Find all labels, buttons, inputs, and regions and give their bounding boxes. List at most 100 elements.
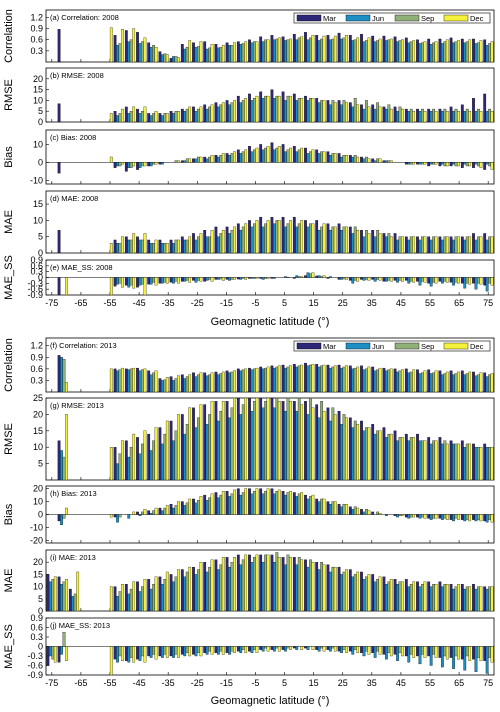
bar-mar bbox=[382, 576, 386, 611]
bar-sep bbox=[118, 277, 122, 284]
bar-mar bbox=[57, 277, 61, 295]
bar-sep bbox=[432, 646, 436, 655]
bar-jun bbox=[351, 368, 355, 392]
bar-sep bbox=[376, 158, 380, 163]
bar-jun bbox=[272, 98, 276, 122]
bar-dec bbox=[199, 372, 203, 392]
bar-sep bbox=[197, 417, 200, 480]
bar-mar bbox=[472, 371, 475, 392]
bar-sep bbox=[376, 646, 380, 652]
bar-dec bbox=[188, 374, 192, 392]
bar-mar bbox=[404, 433, 408, 480]
bar-sep bbox=[421, 236, 424, 253]
bar-mar bbox=[203, 277, 207, 282]
bar-jun bbox=[474, 375, 478, 392]
bar-jun bbox=[474, 277, 478, 290]
bar-sep bbox=[129, 447, 133, 480]
legend-swatch-sep bbox=[394, 342, 420, 350]
bar-jun bbox=[418, 43, 422, 62]
bar-sep bbox=[376, 369, 380, 392]
bar-sep bbox=[454, 586, 458, 611]
bar-jun bbox=[373, 646, 377, 658]
bar-jun bbox=[261, 98, 265, 122]
bar-dec bbox=[210, 44, 214, 62]
bar-jun bbox=[418, 440, 422, 480]
x-tick-label: 75 bbox=[483, 678, 493, 688]
bar-dec bbox=[322, 410, 326, 480]
bar-mar bbox=[315, 364, 319, 392]
bar-jun bbox=[138, 591, 142, 611]
bar-mar bbox=[304, 401, 307, 480]
x-tick-label: 25 bbox=[338, 298, 348, 308]
bar-dec bbox=[132, 28, 136, 62]
bar-jun bbox=[429, 239, 433, 253]
bar-jun bbox=[194, 277, 198, 283]
bar-dec bbox=[132, 646, 136, 663]
bar-dec bbox=[132, 581, 136, 611]
y-tick-label: 25 bbox=[33, 393, 43, 403]
bar-dec bbox=[233, 398, 236, 480]
bar-sep bbox=[129, 111, 133, 122]
x-tick-label: -55 bbox=[103, 678, 116, 688]
bar-mar bbox=[360, 571, 363, 611]
bar-jun bbox=[418, 162, 422, 165]
x-tick-label: 65 bbox=[454, 298, 464, 308]
bar-jun bbox=[194, 46, 198, 62]
bar-mar bbox=[304, 32, 307, 62]
bar-dec bbox=[143, 106, 147, 122]
legend-swatch-dec bbox=[443, 14, 469, 22]
bar-mar bbox=[281, 401, 285, 480]
bar-dec bbox=[165, 277, 169, 284]
bar-mar bbox=[315, 149, 319, 163]
bar-mar bbox=[180, 569, 184, 611]
x-tick-label: -5 bbox=[251, 298, 259, 308]
bar-mar bbox=[124, 440, 128, 480]
bar-mar bbox=[460, 236, 464, 253]
bar-mar bbox=[136, 277, 139, 288]
bar-mar bbox=[180, 277, 184, 282]
bar-mar bbox=[427, 369, 431, 392]
bar-sep bbox=[118, 514, 122, 518]
bar-dec bbox=[221, 102, 225, 122]
legend-label-sep: Sep bbox=[421, 14, 434, 23]
bar-jun bbox=[116, 45, 119, 62]
bar-dec bbox=[143, 579, 147, 611]
bar-dec bbox=[434, 41, 438, 62]
bar-mar bbox=[472, 277, 475, 284]
bar-dec bbox=[121, 646, 124, 661]
bar-sep bbox=[62, 632, 66, 647]
bar-jun bbox=[295, 275, 299, 278]
bar-jun bbox=[183, 646, 187, 657]
bar-dec bbox=[333, 414, 337, 480]
bar-dec bbox=[445, 371, 449, 392]
bar-jun bbox=[463, 42, 467, 62]
bar-sep bbox=[219, 104, 223, 122]
bar-jun bbox=[284, 276, 287, 278]
x-tick-label: -35 bbox=[162, 298, 175, 308]
bar-dec bbox=[434, 370, 438, 392]
bar-dec bbox=[367, 574, 371, 611]
bar-jun bbox=[340, 574, 343, 611]
bar-jun bbox=[272, 367, 276, 392]
bar-mar bbox=[382, 35, 386, 62]
bar-mar bbox=[416, 277, 419, 282]
bar-mar bbox=[147, 579, 151, 611]
bar-jun bbox=[373, 108, 377, 122]
panel-label: (d) MAE: 2008 bbox=[50, 194, 98, 203]
bar-dec bbox=[445, 443, 449, 480]
bar-jun bbox=[250, 226, 254, 253]
bar-jun bbox=[205, 424, 209, 480]
bar-dec bbox=[221, 401, 225, 480]
bar-sep bbox=[454, 236, 458, 253]
bar-jun bbox=[127, 277, 131, 288]
bar-mar bbox=[113, 514, 117, 518]
bar-dec bbox=[221, 646, 225, 655]
bar-mar bbox=[113, 35, 117, 62]
bar-jun bbox=[116, 463, 119, 480]
bar-sep bbox=[398, 370, 402, 392]
bar-dec bbox=[109, 447, 113, 480]
bar-jun bbox=[160, 380, 164, 392]
bar-jun bbox=[452, 239, 455, 253]
